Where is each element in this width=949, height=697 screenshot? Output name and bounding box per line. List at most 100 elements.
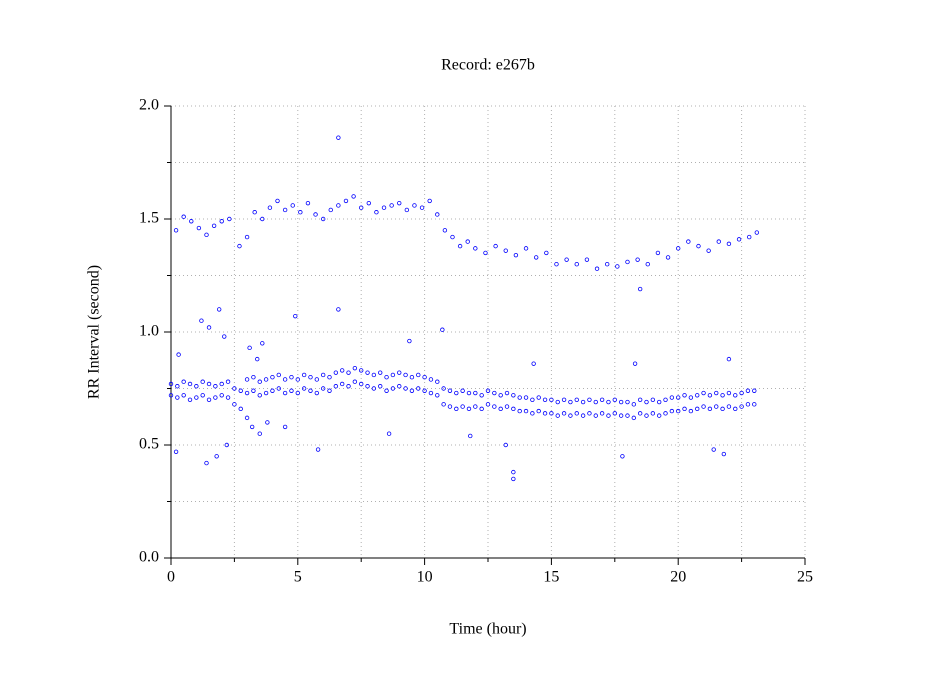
point <box>320 372 326 378</box>
point <box>409 388 415 393</box>
point <box>206 325 212 330</box>
point <box>381 205 387 210</box>
point <box>359 205 364 210</box>
point <box>308 388 313 393</box>
point <box>275 198 280 204</box>
point <box>536 408 541 414</box>
point <box>244 234 250 240</box>
point <box>549 411 554 416</box>
point <box>561 397 567 402</box>
point <box>267 205 273 210</box>
point <box>435 393 440 398</box>
point <box>409 375 415 380</box>
point <box>594 266 600 271</box>
point <box>615 264 620 269</box>
point <box>523 246 529 251</box>
chart-title: Record: e267b <box>441 57 535 74</box>
point <box>726 241 732 247</box>
point <box>631 415 637 421</box>
point <box>301 386 307 391</box>
point <box>407 338 412 344</box>
point <box>427 198 432 204</box>
x-tick-label: 10 <box>417 569 433 586</box>
point <box>465 239 470 244</box>
point <box>568 413 573 418</box>
point <box>460 404 465 409</box>
point <box>695 393 700 398</box>
point <box>612 397 617 402</box>
point <box>454 406 459 412</box>
point <box>298 210 303 215</box>
point <box>386 431 392 436</box>
point <box>454 390 459 396</box>
point <box>676 246 681 251</box>
point <box>561 411 567 416</box>
point <box>339 381 345 387</box>
point <box>549 397 554 402</box>
point <box>447 388 453 393</box>
point <box>295 390 300 396</box>
point <box>618 399 624 405</box>
point <box>531 361 536 366</box>
point <box>493 243 498 249</box>
point <box>625 399 630 405</box>
point <box>568 399 573 405</box>
point <box>492 390 497 396</box>
point <box>706 248 711 253</box>
point <box>669 395 675 400</box>
point <box>232 402 237 407</box>
point <box>244 415 250 421</box>
x-tick-label: 15 <box>543 569 559 586</box>
point <box>196 225 202 231</box>
point <box>536 395 541 400</box>
point <box>320 216 326 222</box>
point <box>390 386 396 391</box>
point <box>225 395 231 400</box>
point <box>440 327 445 332</box>
point <box>225 379 231 384</box>
point <box>656 413 662 418</box>
x-tick-label: 0 <box>167 569 175 586</box>
point <box>503 248 508 253</box>
point <box>336 307 341 312</box>
point <box>637 411 643 416</box>
point <box>176 352 181 357</box>
point <box>219 219 224 224</box>
point <box>533 255 539 260</box>
point <box>252 210 257 215</box>
x-axis-label: Time (hour) <box>449 621 526 638</box>
point <box>479 393 484 398</box>
point <box>224 442 229 448</box>
point <box>244 377 250 382</box>
point <box>206 397 212 402</box>
point <box>485 402 491 407</box>
point <box>555 399 560 405</box>
x-tick-label: 20 <box>670 569 686 586</box>
point <box>371 386 377 391</box>
point <box>289 375 294 380</box>
point <box>238 388 243 393</box>
y-tick-label: 1.0 <box>139 323 159 340</box>
point <box>213 384 218 389</box>
point <box>181 393 186 398</box>
point <box>295 377 300 382</box>
point <box>412 203 417 208</box>
point <box>460 388 465 393</box>
point <box>655 250 661 256</box>
point <box>564 257 569 262</box>
point <box>282 207 288 213</box>
point <box>530 397 535 402</box>
point <box>435 212 440 217</box>
point <box>523 395 529 400</box>
point <box>587 397 592 402</box>
point <box>450 234 455 240</box>
point <box>606 413 611 418</box>
point <box>257 393 262 398</box>
point <box>200 379 205 384</box>
point <box>513 252 519 258</box>
point <box>187 381 193 387</box>
point <box>352 365 358 371</box>
point <box>416 372 421 378</box>
point <box>315 447 321 452</box>
point <box>263 390 269 396</box>
